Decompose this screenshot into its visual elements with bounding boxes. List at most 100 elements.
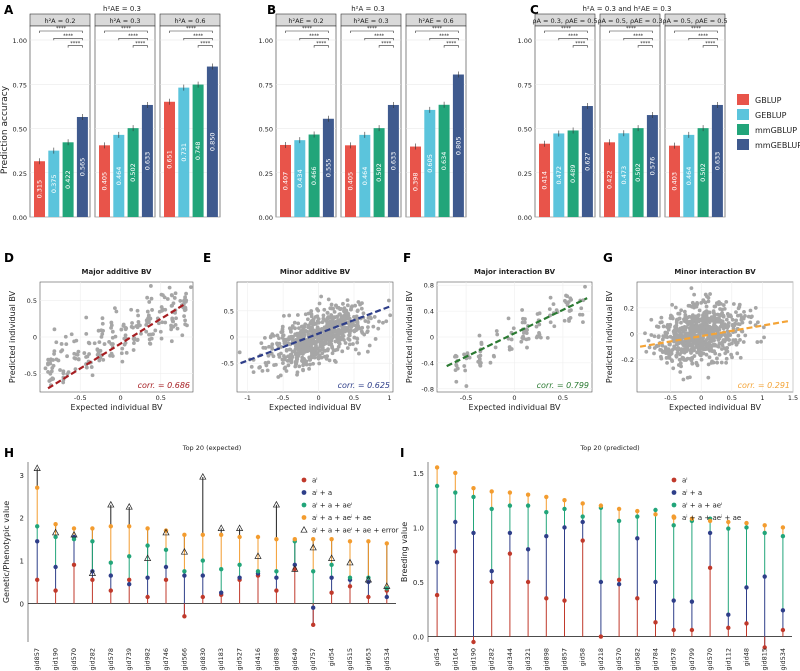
lollipop-point [255, 534, 261, 540]
lollipop-point [329, 536, 334, 542]
bar-ytick: 0.25 [13, 170, 27, 178]
scatter-point [339, 329, 344, 334]
scatter-point [319, 335, 324, 340]
scatter-point [674, 320, 679, 325]
scatter-point [344, 328, 349, 333]
scatter-ytick: -0.4 [421, 359, 434, 367]
scatter-point [76, 349, 81, 354]
lollipop-triangle [291, 565, 299, 572]
scatter-point [289, 334, 294, 339]
lollipop-point [598, 503, 604, 508]
regression-line [639, 319, 791, 348]
scatter-point [259, 341, 264, 346]
scatter-point [721, 303, 726, 307]
lollipop-xtick: gid815 [761, 648, 769, 670]
lollipop-point [562, 497, 567, 503]
bar-value-label: 0.502 [634, 163, 642, 182]
significance-stars: **** [56, 26, 67, 32]
scatter-point [120, 346, 125, 351]
scatter-point [730, 317, 735, 322]
significance-stars: **** [374, 34, 385, 40]
lollipop-point [434, 592, 440, 598]
significance-stars: **** [193, 34, 204, 40]
bar-value-label: 0.576 [648, 157, 656, 176]
lollipop-point [53, 534, 58, 540]
scatter-point [167, 285, 172, 290]
scatter-point [507, 347, 512, 352]
scatter-ytick: 0 [230, 334, 234, 342]
scatter-point [735, 313, 740, 318]
lollipop-xtick: gid898 [272, 648, 280, 670]
panel-letter-F: F [403, 251, 411, 265]
scatter-point [722, 307, 727, 311]
significance-stars: **** [186, 26, 197, 32]
scatter-xtick: 0.5 [156, 394, 166, 402]
scatter-point [146, 313, 151, 318]
scatter-point [315, 325, 320, 330]
scatter-point [170, 317, 175, 322]
lollipop-point [525, 503, 531, 508]
lollipop-ytick: 0 [20, 600, 24, 608]
scatter-xlabel: Expected individual BV [71, 403, 163, 412]
scatter-point [717, 313, 722, 318]
lollipop-point [145, 594, 150, 600]
bar [322, 118, 334, 217]
scatter-point [681, 377, 686, 382]
bar [539, 143, 550, 217]
lollipop-point [489, 506, 494, 512]
scatter-point [266, 360, 271, 365]
scatter-point [65, 354, 69, 359]
regression-line [446, 297, 588, 368]
scatter-point [684, 358, 688, 362]
bar [452, 74, 464, 217]
legend-label: aⁱ [682, 477, 688, 485]
scatter-point [711, 360, 716, 365]
scatter-point [741, 340, 746, 344]
scatter-point [658, 320, 663, 325]
lollipop-xtick: gid653 [364, 648, 372, 670]
scatter-xtick: 1 [387, 394, 391, 402]
scatter-point [687, 319, 692, 324]
scatter-point [61, 371, 66, 376]
lollipop-point [525, 492, 531, 497]
lollipop-xtick: gid570 [706, 648, 714, 670]
scatter-point [710, 336, 715, 341]
scatter-point [110, 342, 115, 346]
lollipop-xtick: gid58 [579, 648, 587, 666]
scatter-point [129, 307, 134, 312]
scatter-point [52, 327, 57, 332]
scatter-point [718, 307, 722, 311]
legend-swatch [737, 109, 749, 120]
scatter-point [66, 370, 71, 374]
scatter-point [318, 355, 323, 360]
bar [632, 128, 644, 217]
scatter-point [678, 370, 683, 374]
lollipop-point [366, 594, 371, 600]
bar-value-label: 0.464 [685, 167, 693, 186]
bar-ytick: 0.50 [259, 126, 273, 134]
scatter-point [681, 356, 686, 361]
scatter-point [579, 306, 584, 311]
scatter-point [113, 306, 117, 311]
scatter-point [99, 328, 104, 333]
bar [387, 104, 399, 217]
scatter-point [300, 358, 304, 363]
lollipop-point [525, 579, 531, 585]
scatter-point [644, 349, 649, 354]
scatter-point [716, 344, 721, 349]
significance-stars: **** [128, 34, 139, 40]
scatter-title: Minor additive BV [280, 268, 351, 276]
scatter-point [288, 353, 293, 357]
scatter-point [303, 312, 308, 317]
lollipop-xtick: gid527 [236, 648, 244, 670]
bar-value-label: 0.651 [166, 150, 174, 169]
legend-swatch [737, 124, 749, 135]
scatter-point [63, 334, 68, 339]
significance-stars: **** [135, 41, 146, 47]
scatter-point [712, 319, 716, 324]
scatter-point [672, 334, 677, 339]
lollipop-point [689, 627, 695, 633]
lollipop-point [562, 506, 567, 512]
bar-value-label: 0.466 [310, 166, 318, 185]
significance-bracket [609, 30, 653, 33]
